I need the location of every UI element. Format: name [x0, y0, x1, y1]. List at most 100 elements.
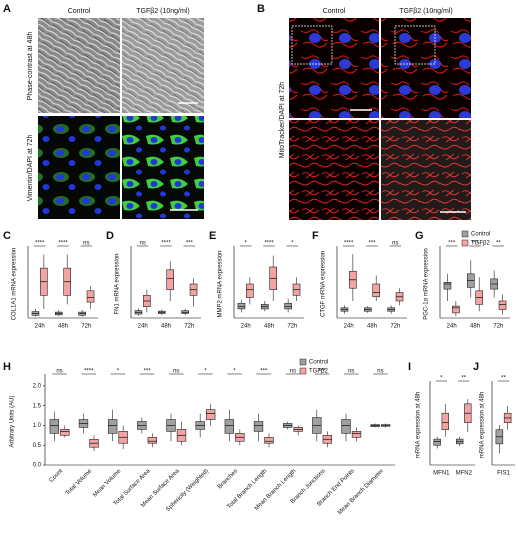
significance-label: ***: [448, 241, 456, 247]
legend-label: TGFβ2: [309, 369, 328, 375]
significance-label: *: [117, 369, 120, 375]
significance-label: ****: [161, 241, 171, 247]
y-axis-label: MMP2 mRNA expression: [218, 250, 224, 317]
significance-label: *: [244, 241, 247, 247]
box: [60, 429, 70, 436]
panel-letter: C: [3, 230, 11, 242]
significance-label: ***: [368, 241, 376, 247]
significance-label: ns: [348, 369, 354, 375]
micrograph: [381, 18, 471, 118]
x-tick-label: 48h: [58, 324, 68, 330]
row-label: MitoTracker/DAPI at 72h: [279, 82, 286, 158]
box: [253, 421, 264, 432]
micrograph: [289, 18, 379, 118]
x-tick-label: 48h: [264, 324, 274, 330]
x-tick-label: 48h: [470, 324, 480, 330]
x-tick-label: 72h: [390, 324, 400, 330]
panel-letter: A: [3, 3, 11, 15]
significance-label: ns: [139, 241, 145, 247]
legend-swatch: [299, 367, 307, 375]
column-header: Control: [323, 8, 346, 15]
y-axis-label: Arbitrary Units (AU): [10, 395, 16, 447]
panel-letter: H: [3, 361, 11, 373]
legend-swatch: [461, 239, 469, 247]
significance-label: ****: [84, 369, 94, 375]
panel-letter: D: [106, 230, 114, 242]
box: [147, 437, 158, 444]
x-tick-label: 24h: [35, 324, 45, 330]
legend-swatch: [461, 230, 469, 238]
y-axis-label: PGC-1α mRNA expression: [424, 248, 430, 320]
box: [284, 302, 292, 310]
x-tick-label: 24h: [241, 324, 251, 330]
column-header: TGFβ2 (10ng/ml): [399, 8, 452, 15]
box: [86, 290, 95, 303]
x-tick-label: 72h: [184, 324, 194, 330]
micrograph: [289, 120, 379, 220]
x-tick-label: FIS1: [497, 471, 510, 477]
panel-letter: E: [209, 230, 216, 242]
box: [49, 419, 60, 434]
legend-label: Control: [471, 232, 490, 238]
x-tick-label: Mean Volume: [92, 468, 123, 499]
x-tick-label: 72h: [287, 324, 297, 330]
box: [452, 305, 460, 314]
significance-label: *: [440, 376, 443, 382]
significance-label: *: [291, 241, 294, 247]
box: [205, 409, 216, 420]
significance-label: ***: [260, 369, 268, 375]
zoom-box: [394, 25, 436, 65]
y-tick-label: 2.0: [33, 383, 42, 389]
significance-label: ns: [173, 369, 179, 375]
box: [107, 419, 118, 434]
x-tick-label: 72h: [493, 324, 503, 330]
panel-letter: J: [473, 361, 479, 373]
zoom-box: [291, 25, 333, 65]
significance-label: *: [204, 369, 207, 375]
significance-label: *: [233, 369, 236, 375]
x-tick-label: 72h: [81, 324, 91, 330]
micrograph: [38, 18, 120, 113]
significance-label: ns: [377, 369, 383, 375]
y-axis-label: mRNA expression at 48h: [416, 392, 422, 458]
significance-label: ***: [186, 241, 194, 247]
panel-letter: I: [408, 361, 411, 373]
legend-swatch: [299, 358, 307, 366]
y-tick-label: 0.0: [33, 463, 42, 469]
x-tick-label: Branches: [217, 468, 239, 490]
significance-label: ns: [83, 241, 89, 247]
panel-letter: B: [257, 3, 265, 15]
box: [443, 281, 452, 290]
y-tick-label: 1.5: [33, 403, 42, 409]
box: [433, 438, 441, 446]
significance-label: ns: [290, 369, 296, 375]
significance-label: ***: [144, 369, 152, 375]
box: [237, 302, 246, 310]
row-label: Phase-contrast at 48h: [27, 32, 34, 101]
x-tick-label: MFN2: [456, 471, 473, 477]
box: [498, 300, 507, 310]
box: [372, 283, 381, 298]
significance-label: **: [496, 241, 501, 247]
significance-label: **: [461, 376, 466, 382]
x-tick-label: 24h: [344, 324, 354, 330]
x-tick-label: Total Volume: [65, 468, 94, 497]
significance-label: ****: [58, 241, 68, 247]
box: [166, 269, 174, 290]
y-axis-label: FN1 mRNA expression: [115, 253, 121, 314]
box: [351, 431, 362, 438]
significance-label: ****: [344, 241, 354, 247]
legend-label: TGFβ2: [471, 241, 490, 247]
significance-label: ****: [35, 241, 45, 247]
box: [224, 419, 235, 434]
x-tick-label: Count: [49, 468, 65, 484]
box: [264, 437, 274, 444]
row-label: Vimentin/DAPI at 72h: [27, 135, 34, 202]
x-tick-label: 24h: [447, 324, 457, 330]
box: [441, 412, 449, 431]
y-axis-label: COL1A1 mRNA expression: [12, 248, 18, 321]
column-header: TGFβ2 (10ng/ml): [136, 8, 189, 15]
box: [246, 283, 254, 298]
x-tick-label: MFN1: [433, 471, 450, 477]
